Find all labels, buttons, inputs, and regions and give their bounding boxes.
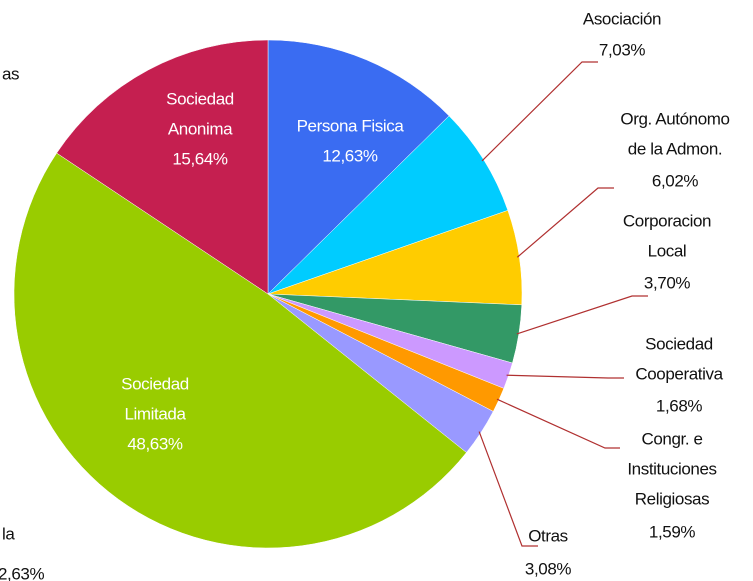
slice-label: Sociedad (645, 334, 713, 353)
slice-label: Anonima (168, 119, 233, 138)
slice-label: de la Admon. (628, 139, 722, 158)
leader-line (516, 295, 648, 335)
leader-line (506, 374, 624, 379)
pie-slice (267, 39, 450, 295)
leader-line (496, 398, 620, 449)
slice-label: Cooperativa (635, 364, 723, 383)
slice-label: Org. Autónomo (620, 109, 729, 128)
value-label: 7,03% (599, 40, 645, 59)
cropped-text: 2,63% (0, 564, 44, 581)
slice-label: Congr. e (641, 429, 702, 448)
value-label: 3,08% (525, 559, 571, 578)
value-label: 3,70% (644, 273, 690, 292)
slice-label: Asociación (583, 9, 661, 28)
value-label: 1,68% (656, 396, 702, 415)
slice-label: Sociedad (121, 374, 189, 393)
slice-label: Religiosas (635, 489, 709, 508)
cropped-text: la (2, 524, 15, 543)
pie-slice (13, 152, 467, 549)
value-label: 6,02% (652, 171, 698, 190)
pie-slice (56, 39, 269, 295)
value-label: 15,64% (172, 149, 228, 168)
slice-label: Otras (528, 526, 568, 545)
slice-label: Limitada (124, 404, 186, 423)
slice-label: Instituciones (627, 459, 716, 478)
leader-line (481, 61, 598, 162)
slice-label: Corporacion (623, 211, 711, 230)
leader-line (516, 187, 614, 258)
slice-label: Local (648, 241, 687, 260)
slice-label: Sociedad (166, 89, 234, 108)
cropped-text: as (2, 64, 19, 83)
value-label: 12,63% (322, 146, 378, 165)
value-label: 1,59% (649, 522, 695, 541)
leader-line (478, 431, 538, 547)
value-label: 48,63% (127, 434, 183, 453)
slice-label: Persona Fisica (297, 116, 405, 135)
